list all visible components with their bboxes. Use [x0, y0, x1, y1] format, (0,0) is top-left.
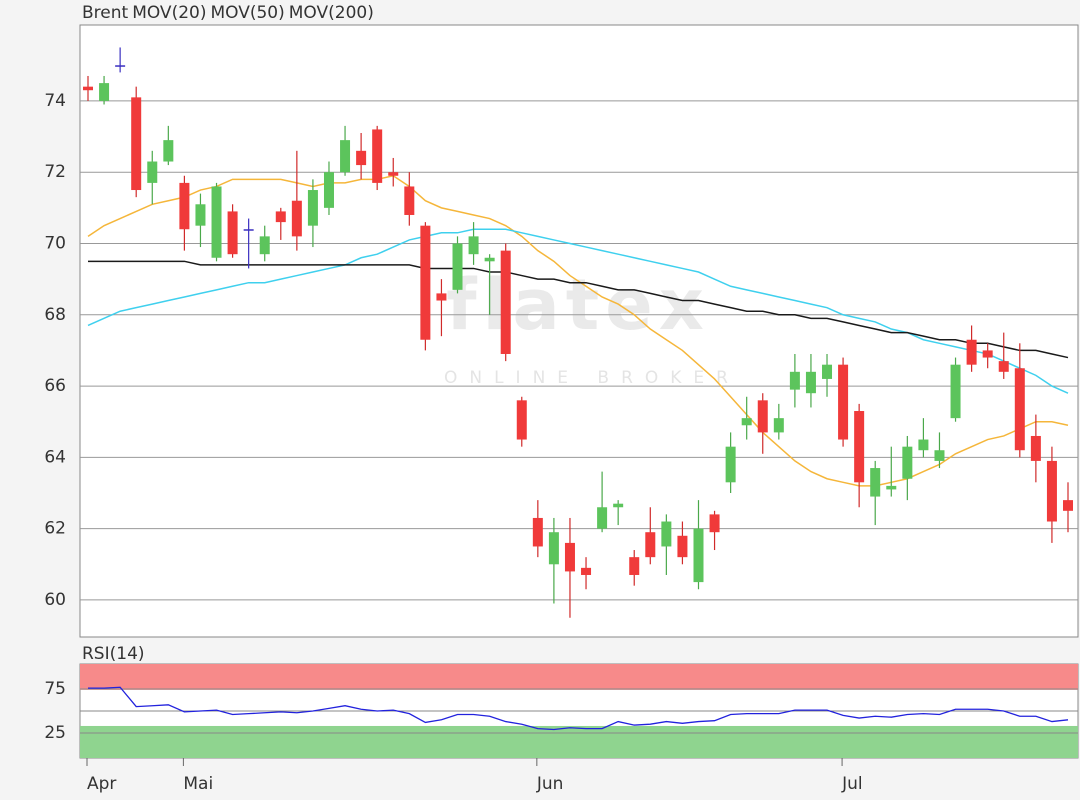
y-tick-label: 75: [44, 679, 66, 699]
candle-body: [1030, 435, 1041, 461]
candle-body: [870, 468, 881, 497]
main-plot: [79, 24, 1079, 638]
candle-body: [275, 211, 286, 223]
candle-body: [516, 400, 527, 440]
candle-body: [532, 517, 543, 547]
candle-body: [982, 350, 993, 358]
y-tick-label: 66: [44, 376, 66, 396]
candle-body: [950, 364, 961, 419]
candle-body: [83, 86, 93, 91]
moving-average-line: [87, 174, 1069, 487]
candle-body: [902, 446, 913, 479]
candle-body: [323, 172, 334, 208]
watermark-subtitle: ONLINE BROKER: [444, 368, 740, 388]
candle-body: [741, 418, 752, 426]
moving-average-line: [88, 260, 1069, 359]
candle-body: [404, 186, 415, 215]
candle-body: [725, 446, 736, 483]
candle-body: [115, 65, 126, 67]
candle-body: [1063, 500, 1073, 511]
candle-body: [709, 514, 720, 533]
legend-entry: MOV(20): [132, 3, 206, 23]
candle-body: [484, 257, 495, 262]
candle-body: [677, 535, 688, 558]
candle-body: [211, 186, 222, 258]
y-tick-label: 60: [44, 590, 66, 610]
candle-body: [227, 211, 238, 255]
candle-body: [564, 542, 575, 572]
rsi-line: [88, 686, 1069, 731]
candle-body: [340, 140, 351, 173]
candle-body: [629, 557, 640, 575]
y-tick-label: 25: [44, 723, 66, 743]
y-tick-label: 72: [44, 162, 66, 182]
candle-body: [773, 418, 784, 433]
candle-body: [886, 485, 897, 490]
x-tick-label: Jul: [841, 774, 863, 794]
candle-body: [581, 567, 592, 575]
candle-body: [243, 229, 254, 231]
candle-body: [822, 364, 833, 379]
candle-body: [838, 364, 849, 440]
candle-body: [147, 161, 158, 183]
legend-entry: Brent: [82, 3, 129, 23]
candle-body: [805, 371, 816, 394]
candle-body: [259, 236, 270, 255]
y-tick-label: 74: [44, 91, 66, 111]
candle-body: [291, 200, 302, 237]
candle-body: [789, 371, 800, 390]
candle-body: [934, 450, 945, 461]
candle-body: [548, 532, 559, 565]
candle-body: [99, 83, 110, 101]
candle-body: [356, 150, 367, 166]
candle-body: [693, 528, 704, 583]
candle-body: [420, 225, 431, 340]
watermark: flatex: [446, 264, 710, 346]
candle-body: [436, 293, 447, 301]
y-tick-label: 62: [44, 519, 66, 539]
candle-body: [854, 411, 865, 483]
candle-body: [131, 97, 142, 191]
candle-body: [372, 129, 383, 183]
candle-body: [500, 250, 511, 354]
candle-body: [757, 400, 768, 433]
candle-body: [1014, 368, 1025, 451]
candle-body: [468, 236, 479, 255]
rsi-band: [80, 725, 1078, 758]
candle-body: [966, 339, 977, 365]
candle-body: [613, 503, 624, 508]
candle-body: [918, 439, 929, 451]
y-tick-label: 68: [44, 305, 66, 325]
x-tick-label: Apr: [87, 774, 116, 794]
candle-body: [452, 243, 463, 290]
candle-body: [661, 521, 672, 547]
candle-body: [1046, 460, 1057, 522]
candle-body: [195, 204, 206, 226]
rsi-band: [80, 664, 1078, 690]
candle-body: [388, 172, 399, 176]
candle-body: [998, 361, 1009, 372]
candle-body: [163, 140, 174, 162]
x-tick-label: Mai: [183, 774, 213, 794]
legend-entry: MOV(200): [289, 3, 374, 23]
candle-body: [597, 507, 608, 529]
legend: Brent MOV(20) MOV(50) MOV(200): [82, 3, 374, 23]
legend-entry: MOV(50): [210, 3, 284, 23]
y-tick-label: 70: [44, 233, 66, 253]
rsi-label: RSI(14): [82, 644, 145, 664]
candle-body: [179, 182, 190, 230]
y-tick-label: 64: [44, 447, 66, 467]
candle-body: [307, 190, 318, 226]
candle-body: [645, 532, 656, 558]
x-tick-label: Jun: [536, 774, 564, 794]
